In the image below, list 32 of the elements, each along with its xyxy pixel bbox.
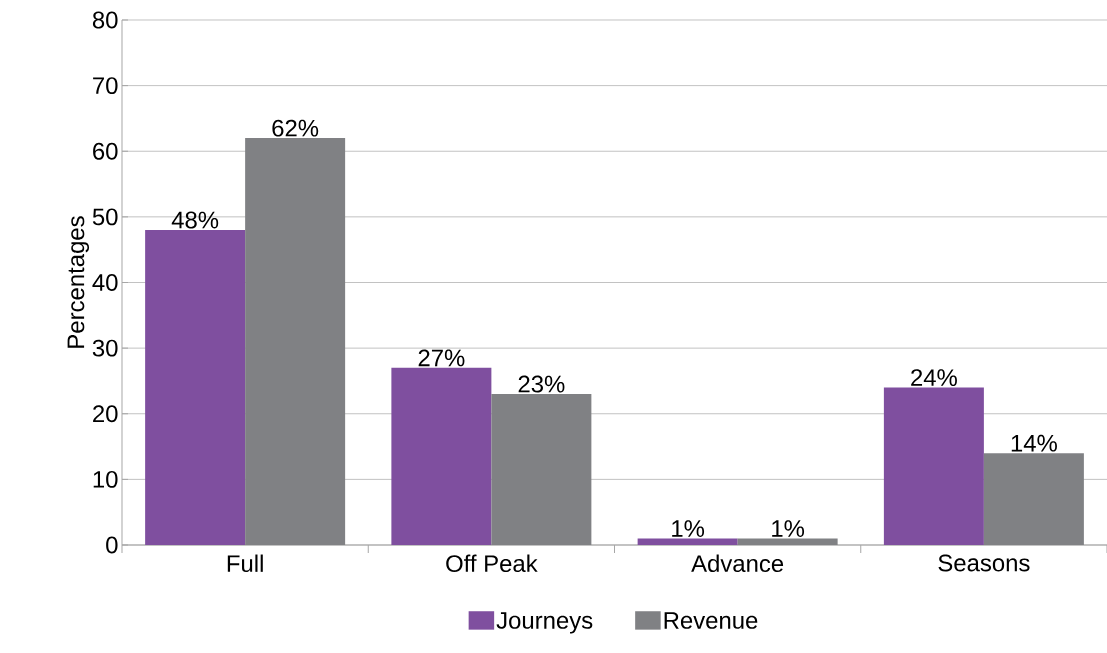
bar: [883, 387, 984, 545]
y-tick-label: 60: [93, 142, 118, 160]
bar: [637, 538, 738, 545]
y-tick-label: 40: [92, 274, 118, 291]
data-label: 24%: [911, 369, 957, 386]
bar: [245, 138, 346, 545]
data-label: 14%: [1011, 434, 1057, 452]
x-tick-label: Seasons: [938, 554, 1030, 572]
bar: [983, 453, 1084, 545]
x-tick-label: Full: [227, 554, 263, 573]
y-tick-label: 10: [93, 470, 118, 488]
bar: [145, 230, 246, 545]
data-label: 1%: [772, 520, 805, 537]
bar: [491, 394, 592, 545]
bar: [737, 538, 838, 545]
y-tick-label: 30: [92, 339, 118, 357]
data-label: 48%: [171, 211, 219, 229]
data-label: 62%: [272, 119, 319, 137]
legend-label: Revenue: [664, 612, 758, 629]
x-tick-label: Off Peak: [446, 554, 538, 573]
legend-label: Journeys: [496, 612, 593, 634]
y-tick-label: 0: [106, 536, 118, 554]
y-tick-label: 70: [93, 77, 118, 95]
data-label: 27%: [418, 349, 465, 367]
data-label: 23%: [518, 375, 565, 393]
y-tick-label: 50: [92, 208, 118, 226]
data-label: 1%: [672, 520, 705, 537]
x-tick-label: Advance: [691, 554, 784, 573]
y-tick-label: 80: [92, 11, 118, 29]
y-tick-label: 20: [93, 405, 118, 423]
y-axis-title: Percentages: [67, 216, 90, 348]
bar: [391, 367, 492, 545]
